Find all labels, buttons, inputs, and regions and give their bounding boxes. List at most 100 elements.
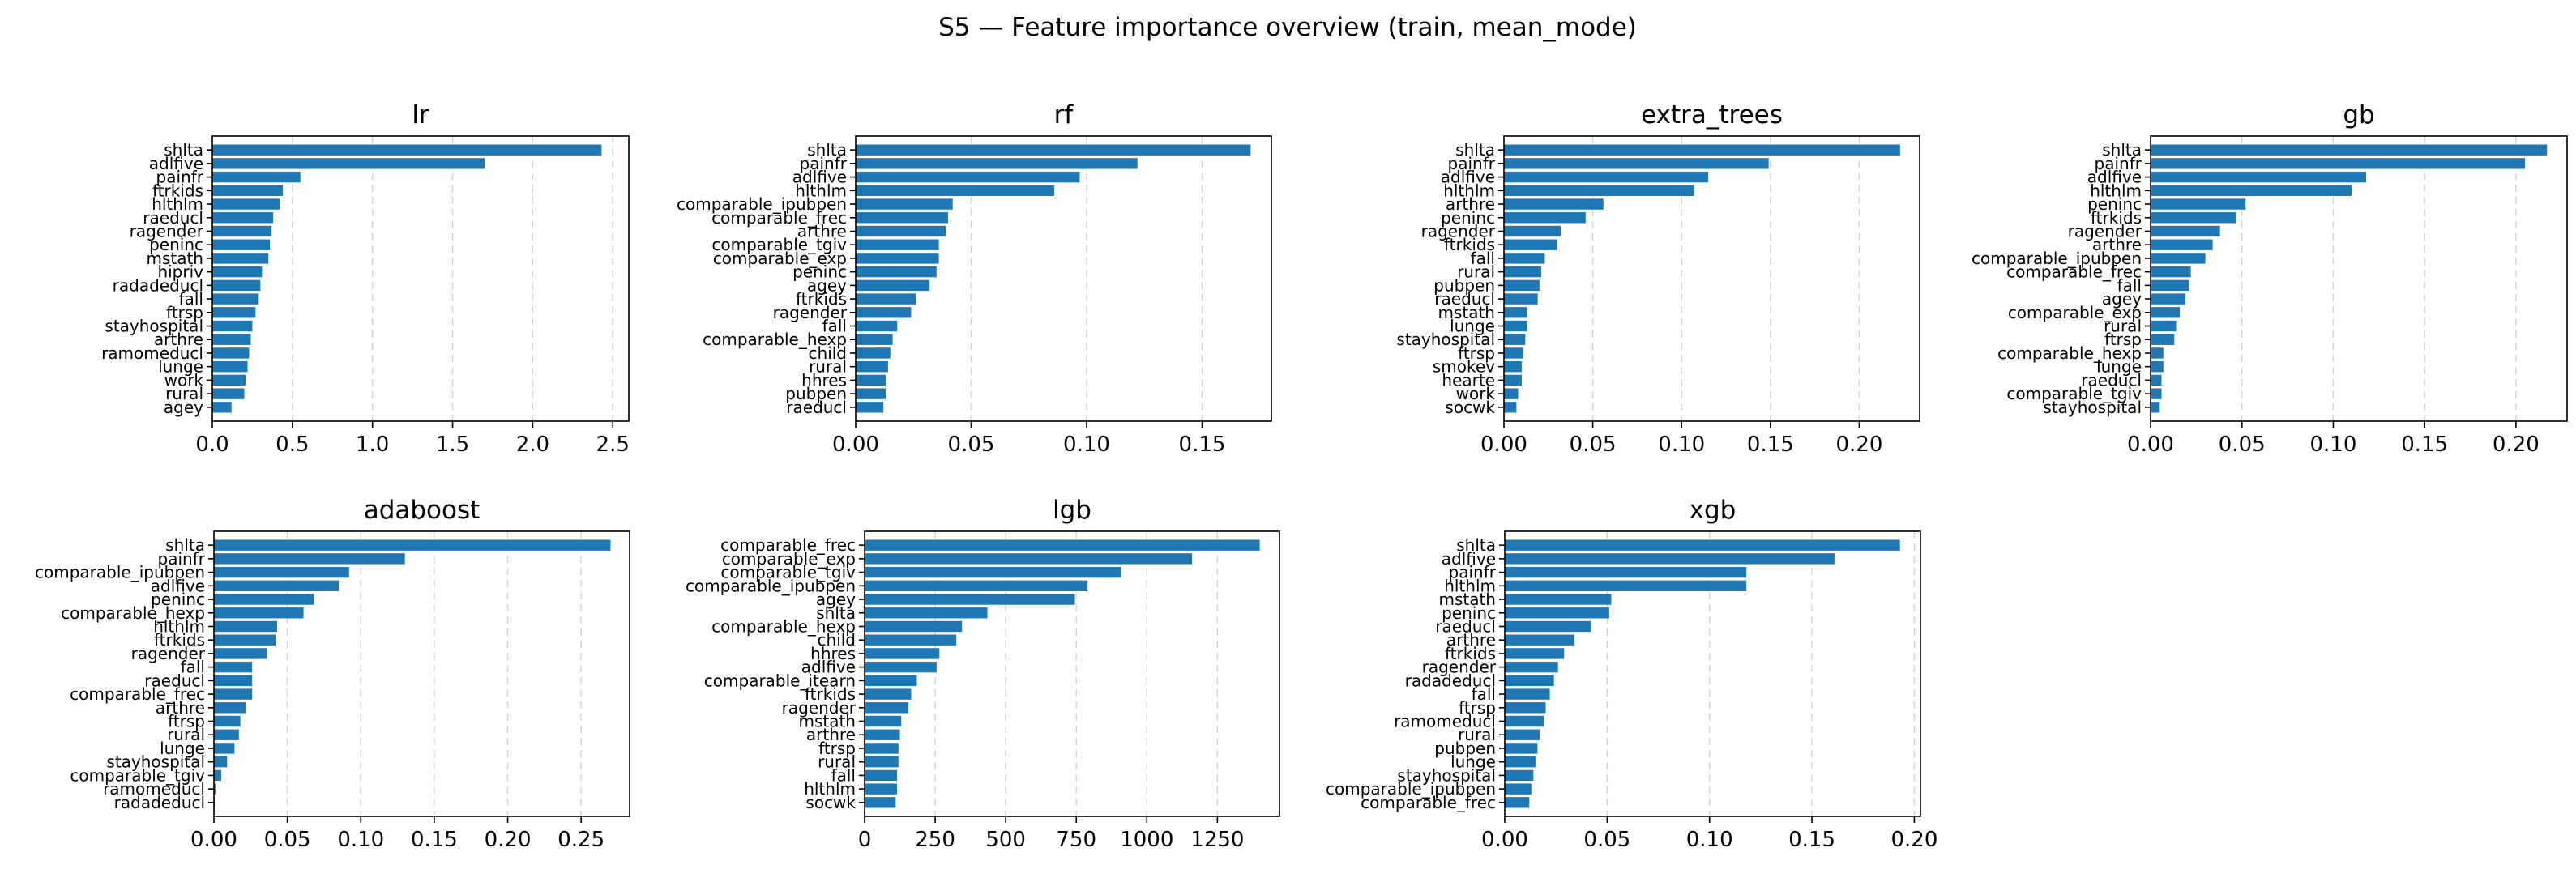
bar-lunge: [214, 743, 235, 754]
axes-frame: [211, 135, 630, 422]
bar-smokev: [1504, 360, 1522, 373]
category-label: ftrsp: [166, 303, 203, 322]
category-label: peninc: [151, 590, 205, 609]
bar-comparable-ipubpen: [214, 566, 349, 578]
category-label: comparable_ipubpen: [35, 563, 205, 582]
category-label: shlta: [807, 140, 847, 160]
bar-fall: [1505, 688, 1550, 700]
bar-ftrsp: [1505, 702, 1546, 714]
bar-radadeducl: [1505, 675, 1554, 687]
bar-comparable-frec: [2151, 266, 2191, 278]
bar-raeducl: [1504, 293, 1538, 305]
bar-comparable-exp: [2151, 307, 2181, 318]
category-label: painfr: [1449, 563, 1497, 582]
category-label: comparable_ipubpen: [686, 576, 856, 595]
bar-comparable-frec: [856, 212, 948, 224]
chart-panel-extra-trees: 0.00 0.05 0.10 0.15 0.20 shltapainfradlfivehl…: [1396, 100, 1920, 457]
bar-rural: [865, 756, 899, 768]
category-label: child: [809, 343, 847, 363]
category-label: ftrkids: [2091, 208, 2142, 228]
category-label: comparable_tgiv: [2006, 384, 2142, 403]
bar-comparable-tgiv: [214, 769, 222, 782]
category-label: hearte: [1442, 370, 1495, 390]
category-label: ftrsp: [2104, 330, 2142, 349]
category-label: work: [1456, 384, 1496, 403]
bar-ramomeducl: [1505, 715, 1544, 727]
bar-hlthlm: [2151, 185, 2352, 197]
bar-adlfive: [1504, 171, 1709, 183]
bar-pubpen: [1505, 743, 1538, 754]
bar-comparable-itearn: [865, 675, 917, 687]
bar-agey: [212, 402, 232, 413]
bar-comparable-tgiv: [865, 566, 1121, 578]
category-label: fall: [2117, 275, 2142, 295]
category-label: arthre: [1446, 194, 1495, 214]
category-label: ramomeducl: [103, 779, 205, 799]
x-tick-label: 1.0: [356, 432, 389, 457]
bar-hlthlm: [865, 783, 898, 795]
x-tick-label: 0: [858, 828, 872, 852]
category-label: painfr: [800, 154, 848, 173]
category-label: fall: [181, 658, 205, 677]
category-label: fall: [822, 317, 847, 336]
x-tick-label: 0.10: [2309, 432, 2356, 457]
bar-arthre: [212, 334, 251, 345]
category-label: agey: [2102, 289, 2142, 309]
category-label: pubpen: [785, 384, 847, 403]
bar-ragender: [1504, 225, 1561, 237]
x-tick-label: 0.00: [1480, 432, 1527, 457]
category-label: comparable_frec: [2006, 262, 2142, 282]
panel-title: rf: [1054, 100, 1074, 130]
category-label: comparable_hexp: [711, 616, 856, 636]
bar-shlta: [1504, 144, 1900, 156]
category-label: peninc: [1441, 208, 1495, 228]
bar-hipriv: [212, 266, 263, 278]
category-label: stayhospital: [106, 752, 205, 772]
category-label: lunge: [160, 739, 205, 758]
category-label: ragender: [131, 644, 206, 663]
bar-fall: [214, 661, 253, 673]
category-label: radadeducl: [1405, 671, 1496, 690]
category-label: adlfive: [1441, 168, 1495, 187]
bar-ftrkids: [856, 293, 916, 305]
category-label: raeducl: [144, 671, 205, 690]
category-label: hlthlm: [153, 616, 205, 636]
chart-panel-lr: 0.0 0.5 1.0 1.5 2.0 2.5 shltaadlfivepainfrftrk…: [101, 100, 630, 457]
category-label: painfr: [158, 549, 206, 569]
category-label: ramomeducl: [101, 343, 203, 363]
x-tick-label: 0.20: [2493, 432, 2540, 457]
figure-title: S5 — Feature importance overview (train,…: [938, 13, 1637, 42]
category-label: shlta: [2102, 140, 2142, 160]
category-label: raeducl: [786, 398, 847, 417]
category-label: rural: [167, 725, 205, 744]
category-label: mstath: [146, 249, 203, 268]
bar-pubpen: [1504, 279, 1540, 292]
x-tick-label: 2.5: [596, 432, 630, 457]
category-label: radadeducl: [113, 275, 203, 295]
bar-hhres: [865, 648, 940, 659]
category-label: ftrkids: [796, 289, 847, 309]
bar-ftrsp: [865, 743, 899, 754]
category-label: lunge: [1450, 317, 1495, 336]
bar-rural: [1505, 729, 1540, 740]
category-label: comparable_hexp: [61, 603, 205, 623]
x-tick-label: 1000: [1120, 828, 1173, 852]
category-label: smokev: [1433, 357, 1495, 377]
category-label: arthre: [806, 725, 856, 744]
category-label: hlthlm: [1444, 576, 1496, 595]
category-label: mstath: [1438, 590, 1496, 609]
category-label: fall: [831, 765, 856, 785]
chart-panels: 0.0 0.5 1.0 1.5 2.0 2.5shltaadlfivepainfrftrk…: [35, 100, 2568, 852]
x-tick-label: 0.25: [557, 828, 604, 852]
bar-comparable-frec: [214, 688, 253, 700]
bar-ftrsp: [2151, 334, 2175, 345]
category-label: adlfive: [801, 658, 856, 677]
category-label: fall: [179, 289, 203, 309]
category-label: arthre: [797, 221, 847, 241]
bar-shlta: [2151, 144, 2548, 156]
bar-rural: [212, 388, 245, 399]
bar-painfr: [212, 171, 301, 183]
bar-ftrkids: [1504, 239, 1557, 250]
panel-title: adaboost: [364, 496, 481, 525]
